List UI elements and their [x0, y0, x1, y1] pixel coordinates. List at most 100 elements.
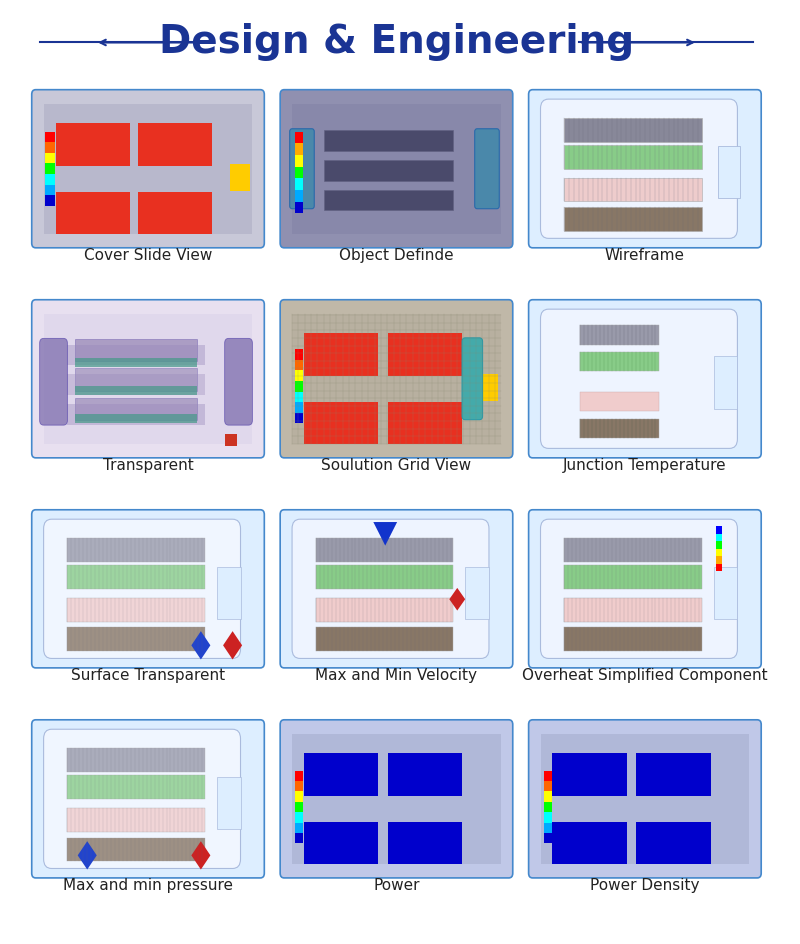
Bar: [67, 345, 205, 365]
Bar: [304, 333, 378, 376]
Bar: [67, 375, 205, 396]
Bar: [295, 190, 303, 202]
FancyBboxPatch shape: [541, 99, 738, 238]
FancyBboxPatch shape: [292, 519, 489, 659]
Bar: [304, 821, 378, 865]
FancyBboxPatch shape: [44, 519, 241, 659]
Bar: [316, 538, 454, 562]
Bar: [564, 118, 702, 142]
Bar: [217, 777, 241, 829]
Bar: [636, 753, 710, 796]
Bar: [316, 628, 454, 651]
Bar: [217, 566, 241, 618]
Bar: [295, 349, 303, 360]
Polygon shape: [450, 588, 465, 611]
Bar: [580, 392, 658, 412]
Bar: [388, 401, 462, 445]
Bar: [553, 753, 626, 796]
Bar: [564, 145, 702, 169]
Polygon shape: [78, 841, 97, 869]
Bar: [75, 414, 197, 423]
Bar: [44, 313, 253, 444]
Bar: [75, 368, 197, 391]
Bar: [67, 404, 205, 425]
Polygon shape: [191, 632, 210, 660]
FancyBboxPatch shape: [529, 510, 762, 668]
Bar: [67, 808, 205, 832]
Bar: [716, 541, 722, 548]
Bar: [544, 781, 552, 791]
FancyBboxPatch shape: [541, 519, 738, 659]
Bar: [295, 833, 303, 844]
Bar: [716, 548, 722, 556]
Bar: [388, 753, 462, 796]
Bar: [580, 326, 658, 345]
Text: Cover Slide View: Cover Slide View: [84, 247, 212, 262]
Bar: [324, 160, 454, 180]
Bar: [295, 166, 303, 178]
Bar: [75, 358, 197, 367]
FancyBboxPatch shape: [280, 300, 513, 458]
Bar: [45, 185, 54, 195]
Bar: [295, 370, 303, 380]
Bar: [45, 131, 54, 143]
Bar: [564, 177, 702, 201]
Bar: [295, 402, 303, 413]
Bar: [67, 538, 205, 562]
Bar: [304, 401, 378, 445]
Bar: [295, 822, 303, 833]
Bar: [564, 565, 702, 589]
Bar: [295, 770, 303, 781]
FancyBboxPatch shape: [280, 90, 513, 247]
Bar: [295, 131, 303, 143]
Bar: [225, 434, 237, 446]
Text: Surface Transparent: Surface Transparent: [71, 668, 225, 683]
Bar: [564, 598, 702, 621]
Text: Power: Power: [374, 878, 420, 893]
FancyBboxPatch shape: [280, 510, 513, 668]
Bar: [716, 533, 722, 541]
Bar: [295, 801, 303, 812]
Bar: [292, 313, 501, 444]
Bar: [67, 598, 205, 621]
Text: Power Density: Power Density: [590, 878, 700, 893]
Bar: [636, 821, 710, 865]
Bar: [55, 123, 130, 166]
FancyBboxPatch shape: [280, 719, 513, 878]
Text: Transparent: Transparent: [102, 458, 194, 473]
Bar: [75, 398, 197, 420]
Text: Design & Engineering: Design & Engineering: [159, 24, 634, 61]
Text: Junction Temperature: Junction Temperature: [563, 458, 726, 473]
Bar: [45, 153, 54, 163]
Bar: [67, 775, 205, 799]
Bar: [316, 565, 454, 589]
Bar: [67, 749, 205, 772]
Bar: [718, 146, 740, 198]
Polygon shape: [223, 632, 242, 660]
Bar: [714, 566, 738, 618]
FancyBboxPatch shape: [32, 510, 264, 668]
Bar: [295, 392, 303, 402]
Bar: [564, 538, 702, 562]
FancyBboxPatch shape: [529, 719, 762, 878]
Bar: [44, 104, 253, 233]
Bar: [544, 801, 552, 812]
FancyBboxPatch shape: [462, 338, 482, 420]
Bar: [324, 190, 454, 211]
Text: Soulution Grid View: Soulution Grid View: [322, 458, 471, 473]
FancyBboxPatch shape: [44, 729, 241, 868]
Bar: [716, 556, 722, 564]
Bar: [295, 781, 303, 791]
Bar: [580, 419, 658, 438]
Bar: [544, 770, 552, 781]
Bar: [714, 357, 738, 409]
Bar: [295, 143, 303, 155]
Bar: [67, 565, 205, 589]
Bar: [67, 837, 205, 861]
Bar: [564, 628, 702, 651]
Bar: [544, 833, 552, 844]
FancyBboxPatch shape: [290, 128, 314, 209]
Bar: [295, 178, 303, 190]
Bar: [465, 566, 489, 618]
Text: Max and min pressure: Max and min pressure: [63, 878, 233, 893]
